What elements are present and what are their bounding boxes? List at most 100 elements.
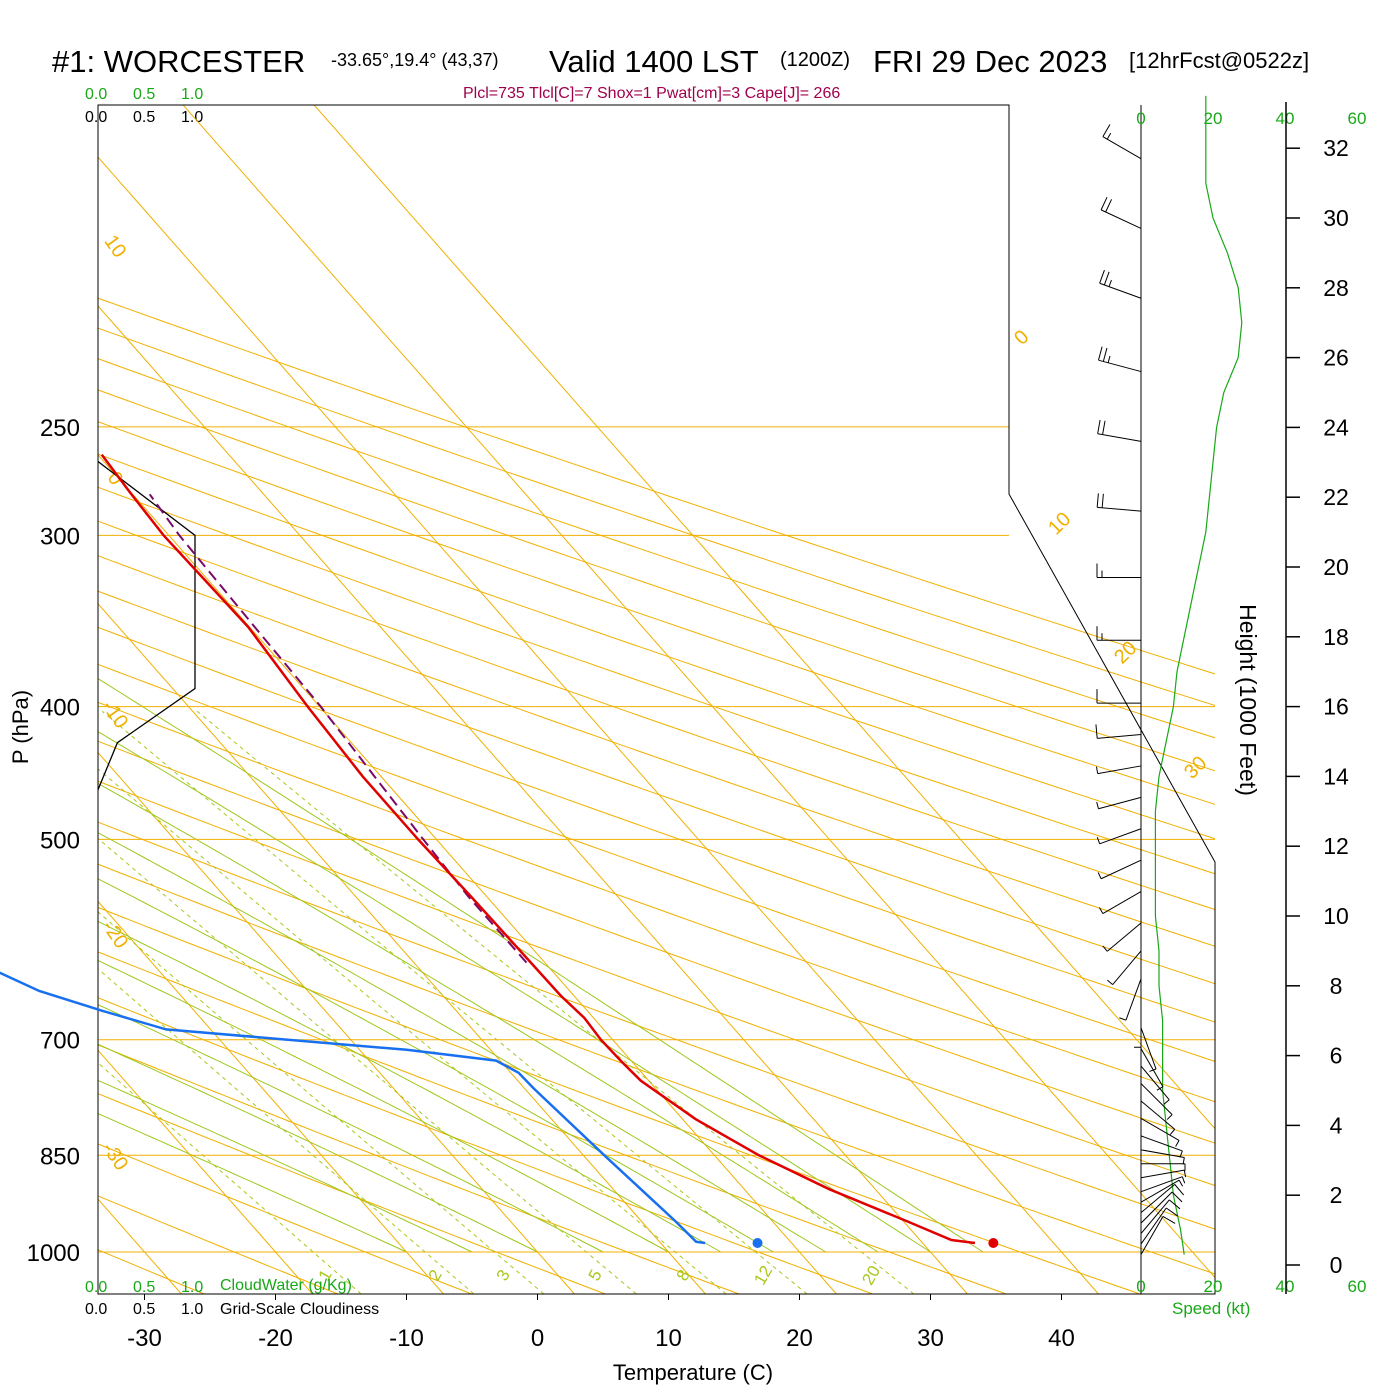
isotherm-line (98, 156, 1099, 1294)
dry-adiabat-line (98, 1143, 472, 1294)
forecast-label: [12hrFcst@0522z] (1129, 48, 1309, 73)
isotherm-line (182, 105, 1215, 1279)
wind-barb (1140, 1083, 1173, 1120)
valid-date: FRI 29 Dec 2023 (873, 44, 1107, 79)
wind-barb-feather (1102, 347, 1108, 362)
wind-barb-feather (1162, 1215, 1176, 1224)
wind-barb-staff (1140, 1100, 1176, 1130)
wind-barb (1097, 419, 1142, 442)
height-tick-label: 26 (1323, 345, 1349, 371)
surface-temperature-marker (988, 1238, 999, 1249)
speed-tick-label: 20 (1204, 1277, 1223, 1296)
wind-barb-staff (1112, 950, 1142, 985)
wind-barb (1140, 1149, 1185, 1165)
wind-barb (1102, 124, 1142, 160)
height-axis-title: Height (1000 Feet) (1235, 604, 1261, 796)
wind-barb (1140, 1100, 1176, 1135)
height-tick-label: 14 (1323, 763, 1349, 789)
wind-barb-staff (1125, 978, 1142, 1021)
dry-adiabat-line (98, 701, 1215, 1103)
wind-barb-staff (1100, 859, 1142, 880)
pressure-axis: 250 300 400 500 700 850 1000 (27, 415, 80, 1267)
speed-tick-label: 40 (1276, 1277, 1295, 1296)
wind-barb (1119, 978, 1142, 1021)
speed-tick-label: 60 (1348, 109, 1367, 128)
dry-adiabat-line (98, 906, 1141, 1294)
moist-adiabat-line (98, 1004, 604, 1253)
isotherm-label: 10 (1044, 508, 1075, 539)
pressure-label: 250 (40, 415, 80, 442)
wind-barb-staff (1140, 1083, 1173, 1115)
mixing-ratio-label: 5 (585, 1266, 606, 1284)
temperature-tick-label: 10 (655, 1325, 682, 1352)
wind-barb-staff (1106, 922, 1142, 952)
cloud-scale-bottom: 0.0 0.5 1.0 CloudWater (g/Kg) 0.0 0.5 1.… (85, 1277, 379, 1318)
height-tick-label: 10 (1323, 903, 1349, 929)
valid-utc: (1200Z) (780, 49, 850, 71)
wind-barb (1102, 922, 1142, 952)
height-tick-label: 2 (1330, 1182, 1343, 1208)
wind-barb-feather (1182, 1157, 1185, 1165)
height-tick-label: 28 (1323, 275, 1349, 301)
speed-axis-top: 0 20 40 60 (1136, 109, 1366, 128)
wind-barb (1141, 1163, 1186, 1171)
cloud-top-green-2: 1.0 (181, 86, 203, 103)
dry-adiabat-line (98, 453, 1215, 840)
wind-barb-feather (1183, 1170, 1187, 1178)
wind-barb (1096, 689, 1141, 704)
height-tick-label: 32 (1323, 135, 1349, 161)
pressure-label: 700 (40, 1028, 80, 1055)
temperature-tick-label: -10 (389, 1325, 424, 1352)
speed-tick-label: 0 (1136, 1277, 1145, 1296)
isotherm-line (98, 1049, 313, 1294)
dry-adiabat-line (98, 997, 873, 1294)
wind-barb (1096, 563, 1141, 578)
moist-adiabat-line (98, 959, 669, 1253)
wind-barb (1140, 1199, 1181, 1234)
mixing-ratio-line (98, 1062, 362, 1294)
wind-barb-staff (1140, 1216, 1164, 1255)
speed-tick-label: 60 (1348, 1277, 1367, 1296)
x-axis-title: Temperature (C) (613, 1360, 773, 1385)
wind-barb-staff (1097, 506, 1142, 512)
wind-barb-feather (1102, 124, 1111, 137)
mixing-ratio-line (98, 837, 637, 1294)
dry-adiabat-line (98, 1195, 339, 1294)
mixing-ratio-label: 12 (750, 1262, 776, 1288)
wind-barb-feather (1096, 837, 1101, 844)
cloud-water-label: CloudWater (g/Kg) (220, 1277, 352, 1294)
moist-adiabat-line (98, 920, 722, 1253)
temperature-tick-label: -30 (127, 1325, 162, 1352)
wind-barb (1140, 1117, 1180, 1147)
wind-barb-staff (1102, 136, 1142, 160)
temperature-tick-label: 0 (531, 1325, 544, 1352)
cloudiness-label: Grid-Scale Cloudiness (220, 1301, 379, 1318)
dry-adiabat-line (98, 821, 1215, 1230)
wind-barb-feather (1149, 1068, 1157, 1072)
wind-barb-feather (1119, 1017, 1127, 1021)
speed-axis-bottom: 0 20 40 60 (1136, 1277, 1366, 1296)
moist-adiabat-line (98, 878, 774, 1253)
wind-barb-staff (1140, 1179, 1180, 1203)
isotherm-label: 10 (100, 231, 131, 262)
wind-barb-staff (1098, 359, 1142, 373)
dry-adiabat-line (98, 327, 1215, 707)
wind-barb-feather (1178, 1179, 1184, 1187)
wind-barb-feather (1096, 493, 1099, 508)
dry-adiabat-line (98, 780, 1215, 1187)
wind-barb-feather (1171, 1191, 1183, 1203)
wind-barb (1140, 1191, 1183, 1224)
wind-barb-staff (1140, 1199, 1170, 1234)
wind-barb-staff (1140, 1149, 1185, 1158)
wind-barb-feather (1168, 1199, 1181, 1210)
wind-barb-staff (1140, 1176, 1183, 1193)
wind-barb-feather (1166, 1114, 1173, 1120)
wind-barb (1100, 196, 1142, 229)
wind-barb-staff (1140, 1065, 1170, 1101)
mixing-ratio-line (98, 911, 545, 1294)
dry-adiabat-line (98, 1093, 606, 1294)
wind-barb (1096, 796, 1142, 810)
dry-adiabat-line (98, 626, 1215, 1023)
